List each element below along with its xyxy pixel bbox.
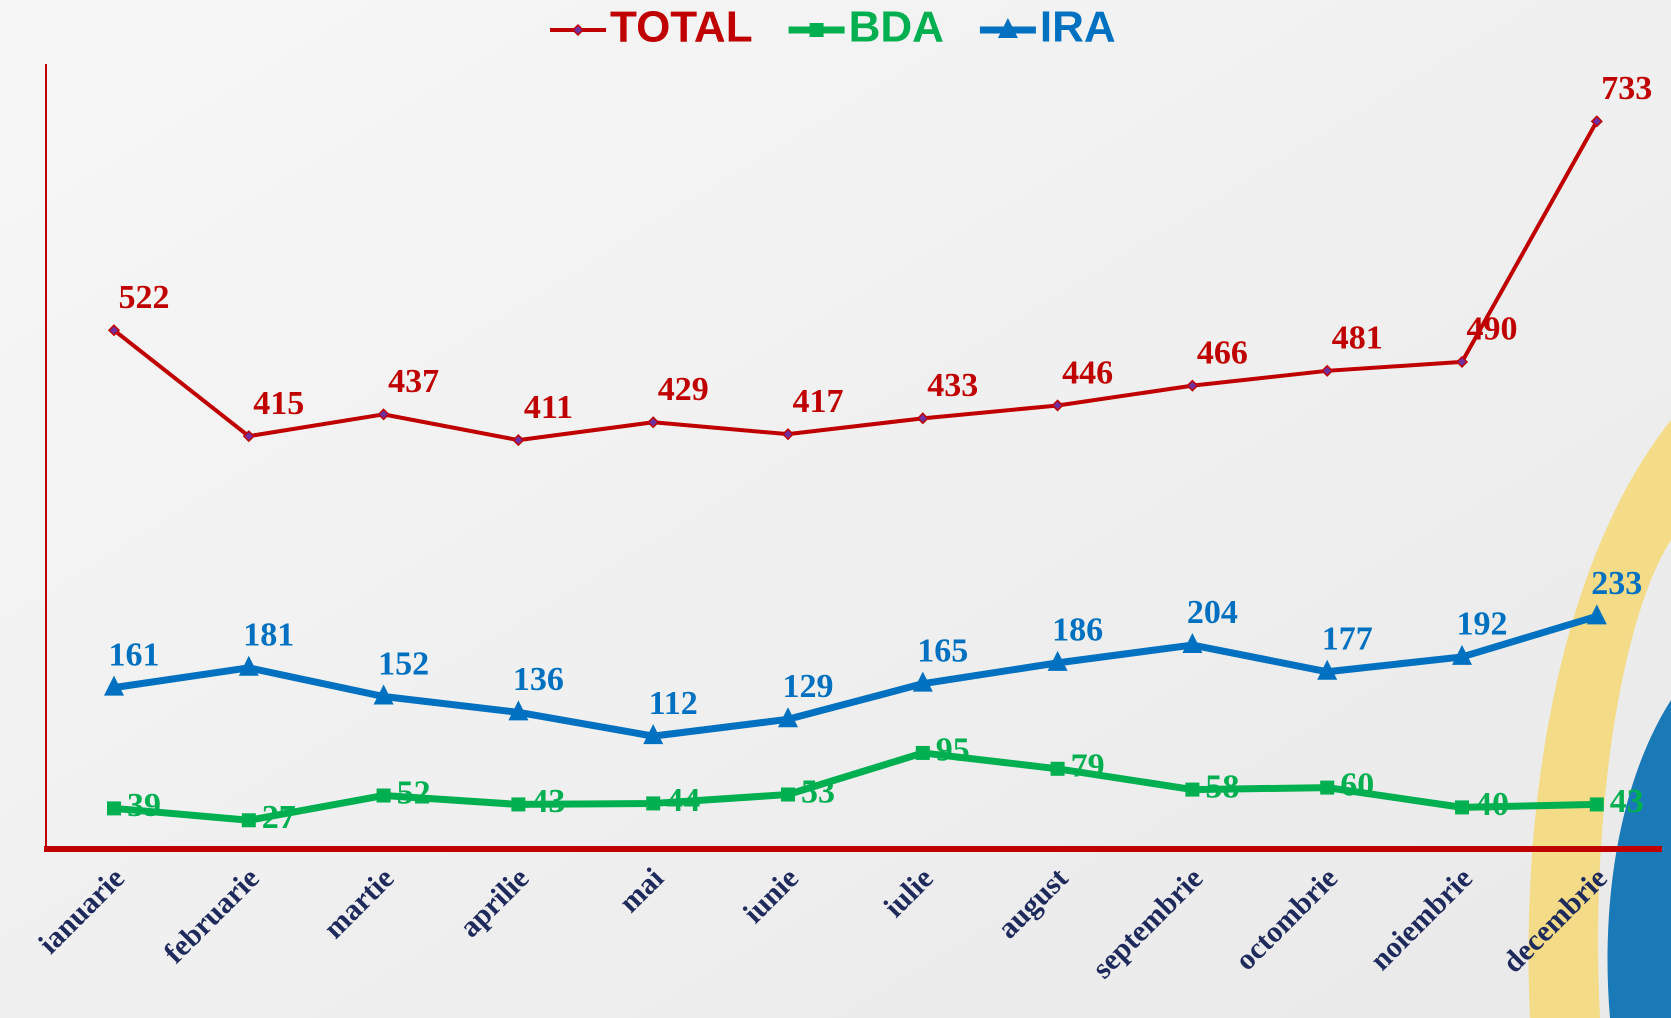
marker	[1455, 355, 1469, 368]
data-label: 27	[262, 799, 296, 836]
marker	[1050, 761, 1065, 776]
data-label: 43	[1610, 783, 1644, 820]
marker	[997, 18, 1018, 38]
data-label: 40	[1475, 786, 1509, 823]
marker	[1321, 364, 1334, 377]
marker	[376, 788, 391, 803]
data-label: 165	[917, 632, 968, 669]
marker	[912, 671, 933, 692]
marker	[781, 428, 795, 441]
data-label: 446	[1062, 354, 1113, 391]
marker	[1586, 604, 1607, 625]
marker	[1590, 115, 1603, 128]
data-label: 161	[109, 636, 160, 673]
series-line	[113, 749, 1597, 824]
decor-swoosh	[1607, 700, 1671, 1018]
marker	[1182, 633, 1203, 654]
marker	[1317, 659, 1338, 680]
marker	[1051, 399, 1064, 412]
marker	[107, 324, 121, 337]
marker	[242, 430, 255, 443]
marker	[511, 797, 526, 812]
marker	[1455, 800, 1469, 815]
data-label: 129	[783, 668, 834, 705]
data-label: 437	[388, 363, 439, 400]
data-label: 112	[649, 685, 698, 722]
marker	[1186, 379, 1199, 392]
marker	[809, 23, 824, 37]
series-line	[113, 612, 1598, 740]
data-label: 429	[658, 371, 709, 408]
legend: TOTAL BDA IRA	[550, 3, 1116, 52]
data-label: 415	[253, 385, 304, 422]
legend-label: BDA	[849, 3, 944, 52]
marker	[643, 724, 664, 745]
data-label: 136	[513, 661, 564, 698]
data-label: 39	[127, 787, 161, 824]
decor-swoosh	[1528, 420, 1671, 1018]
data-label: 58	[1205, 768, 1239, 805]
data-label: 411	[524, 389, 573, 426]
marker	[647, 416, 660, 429]
data-label: 417	[793, 383, 844, 420]
legend-label: TOTAL	[610, 3, 753, 52]
marker	[915, 745, 930, 760]
legend-label: IRA	[1040, 3, 1116, 52]
marker	[238, 655, 259, 676]
marker	[1047, 650, 1068, 671]
marker	[512, 434, 525, 447]
marker	[107, 801, 121, 816]
marker	[104, 675, 124, 696]
marker	[571, 23, 585, 37]
data-label: 60	[1340, 766, 1374, 803]
marker	[916, 412, 929, 425]
marker	[1320, 780, 1335, 795]
data-label: 53	[801, 773, 835, 810]
marker	[781, 787, 795, 802]
data-label: 522	[119, 279, 170, 316]
marker	[377, 408, 390, 421]
data-label: 186	[1052, 612, 1103, 649]
data-label: 233	[1591, 565, 1642, 602]
data-label: 192	[1457, 606, 1508, 643]
data-label: 481	[1332, 320, 1383, 357]
data-label: 52	[397, 774, 431, 811]
marker	[508, 700, 529, 721]
data-label: 95	[936, 732, 970, 769]
data-label: 204	[1187, 594, 1238, 631]
data-label: 181	[243, 617, 294, 654]
marker	[1589, 797, 1604, 812]
data-label: 490	[1467, 311, 1518, 348]
marker	[778, 707, 798, 728]
data-label: 433	[927, 367, 978, 404]
data-label: 44	[666, 782, 700, 819]
data-label: 466	[1197, 334, 1248, 371]
data-label: 177	[1322, 621, 1373, 658]
data-label: 43	[531, 783, 565, 820]
data-label: 79	[1071, 748, 1105, 785]
data-label: 733	[1601, 70, 1652, 107]
marker	[646, 796, 661, 811]
marker	[373, 684, 394, 705]
marker	[241, 813, 256, 828]
marker	[1185, 782, 1200, 797]
data-label: 152	[378, 645, 429, 682]
marker	[1452, 644, 1472, 665]
series-line	[112, 120, 1599, 443]
